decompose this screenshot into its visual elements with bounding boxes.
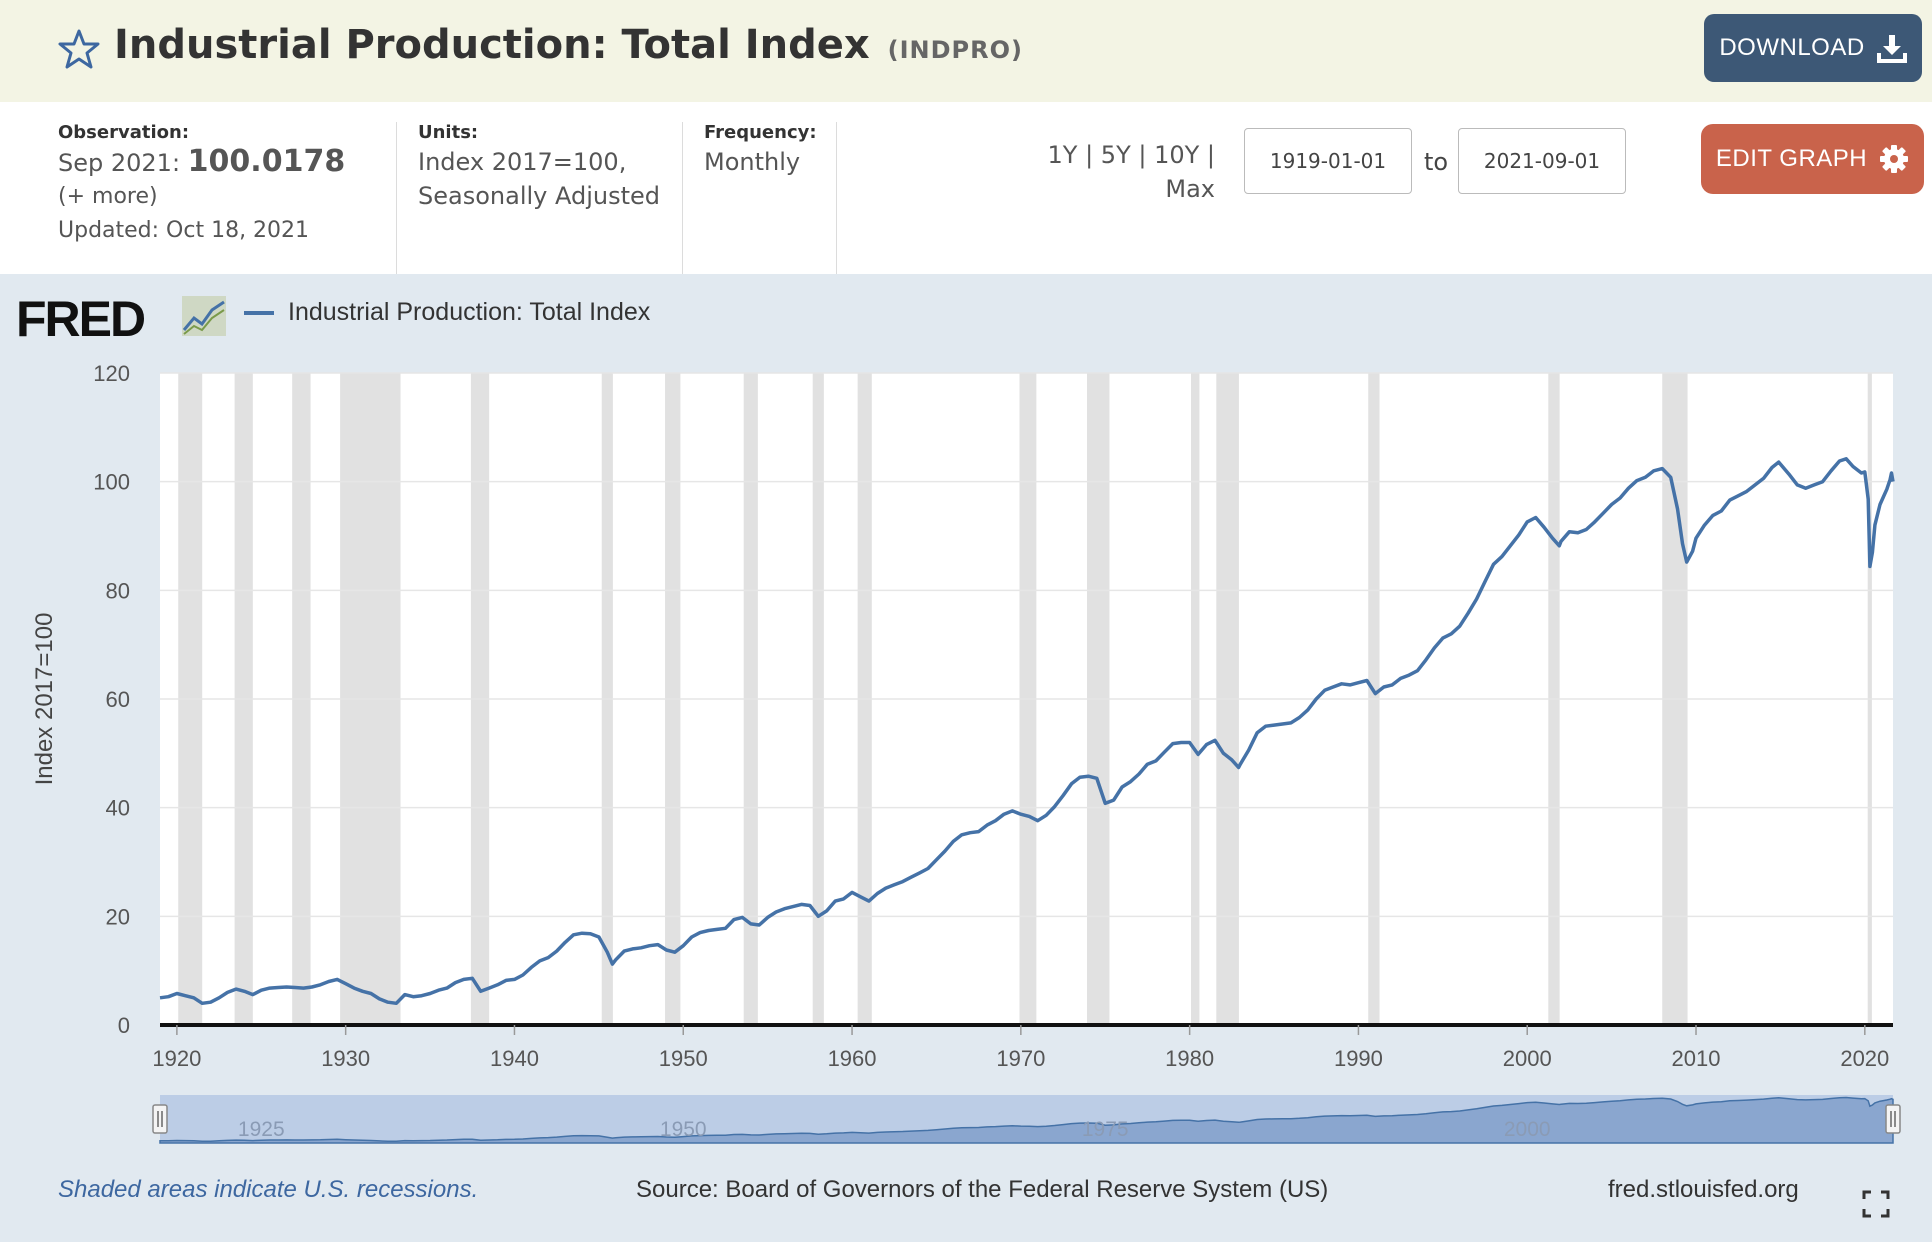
fullscreen-icon[interactable] xyxy=(1862,1190,1890,1218)
source-text[interactable]: Source: Board of Governors of the Federa… xyxy=(636,1176,1329,1203)
chart-legend[interactable]: Industrial Production: Total Index xyxy=(244,298,650,327)
observation-date: Sep 2021: xyxy=(58,149,181,177)
date-range-to-label: to xyxy=(1424,148,1449,176)
units-line-1: Index 2017=100, xyxy=(418,148,627,176)
y-tick-label: 120 xyxy=(93,361,130,386)
more-observations-link[interactable]: (+ more) xyxy=(58,184,158,209)
navigator-handle[interactable] xyxy=(152,1104,168,1134)
legend-swatch xyxy=(244,310,274,315)
download-button[interactable]: DOWNLOAD xyxy=(1704,14,1922,82)
navigator-tick-label: 1950 xyxy=(660,1118,707,1141)
edit-graph-label: EDIT GRAPH xyxy=(1715,145,1868,172)
gear-icon xyxy=(1880,145,1909,173)
y-axis-label: Index 2017=100 xyxy=(31,613,58,786)
units-label: Units: xyxy=(418,122,479,143)
end-date-input[interactable] xyxy=(1458,128,1626,194)
navigator-tick-label: 1975 xyxy=(1082,1118,1129,1141)
range-5y[interactable]: 5Y xyxy=(1100,141,1131,169)
navigator-handle[interactable] xyxy=(1885,1104,1901,1134)
legend-series-name: Industrial Production: Total Index xyxy=(288,298,651,326)
range-1y[interactable]: 1Y xyxy=(1047,141,1078,169)
navigator-tick-label: 2000 xyxy=(1504,1118,1551,1141)
download-button-label: DOWNLOAD xyxy=(1719,34,1865,61)
frequency-block: Frequency: Monthly xyxy=(704,122,817,179)
start-date-input[interactable] xyxy=(1244,128,1412,194)
frequency-value: Monthly xyxy=(704,148,801,176)
series-line[interactable] xyxy=(159,457,1895,1006)
site-link[interactable]: fred.stlouisfed.org xyxy=(1608,1176,1799,1203)
observation-latest: Sep 2021: 100.0178 xyxy=(58,145,345,180)
star-outline-icon[interactable] xyxy=(58,28,100,70)
observation-value: 100.0178 xyxy=(187,144,346,179)
series-id: (INDPRO) xyxy=(887,36,1023,64)
y-tick-label: 20 xyxy=(106,904,130,929)
y-tick-label: 100 xyxy=(93,470,130,495)
fred-chart-logo-icon xyxy=(182,296,226,336)
meta-divider xyxy=(682,122,683,274)
download-icon xyxy=(1876,35,1907,63)
recession-note: Shaded areas indicate U.S. recessions. xyxy=(58,1176,479,1203)
frequency-label: Frequency: xyxy=(704,122,817,143)
series-header: Industrial Production: Total Index (INDP… xyxy=(0,0,1932,102)
x-tick-label: 1940 xyxy=(490,1046,539,1071)
y-tick-label: 80 xyxy=(106,578,130,603)
x-tick-label: 1990 xyxy=(1334,1046,1383,1071)
y-tick-label: 60 xyxy=(106,687,130,712)
x-tick-label: 1930 xyxy=(321,1046,370,1071)
x-tick-label: 1970 xyxy=(996,1046,1045,1071)
x-tick-label: 1960 xyxy=(828,1046,877,1071)
updated-date: Updated: Oct 18, 2021 xyxy=(58,218,310,243)
x-tick-label: 2020 xyxy=(1840,1046,1889,1071)
observation-label: Observation: xyxy=(58,122,190,143)
y-tick-label: 0 xyxy=(118,1013,130,1038)
x-tick-label: 2000 xyxy=(1503,1046,1552,1071)
x-tick-label: 1950 xyxy=(659,1046,708,1071)
series-title-text: Industrial Production: Total Index xyxy=(114,22,870,68)
observation-block: Observation: Sep 2021: 100.0178 (+ more)… xyxy=(58,122,345,248)
navigator-tick-label: 1925 xyxy=(238,1118,285,1141)
x-tick-label: 2010 xyxy=(1672,1046,1721,1071)
x-tick-label: 1920 xyxy=(152,1046,201,1071)
meta-divider xyxy=(836,122,837,274)
x-tick-label: 1980 xyxy=(1165,1046,1214,1071)
edit-graph-button[interactable]: EDIT GRAPH xyxy=(1701,124,1924,194)
fred-logo: FRED xyxy=(16,291,146,347)
navigator-series-area xyxy=(159,1096,1894,1144)
units-block: Units: Index 2017=100, Seasonally Adjust… xyxy=(418,122,660,213)
series-title: Industrial Production: Total Index (INDP… xyxy=(114,22,1023,68)
meta-divider xyxy=(396,122,397,274)
range-shortcuts: 1Y | 5Y | 10Y | Max xyxy=(1047,141,1215,203)
y-tick-label: 40 xyxy=(106,796,130,821)
range-max[interactable]: Max xyxy=(1165,175,1215,203)
units-line-2: Seasonally Adjusted xyxy=(418,182,661,210)
range-10y[interactable]: 10Y xyxy=(1154,141,1200,169)
